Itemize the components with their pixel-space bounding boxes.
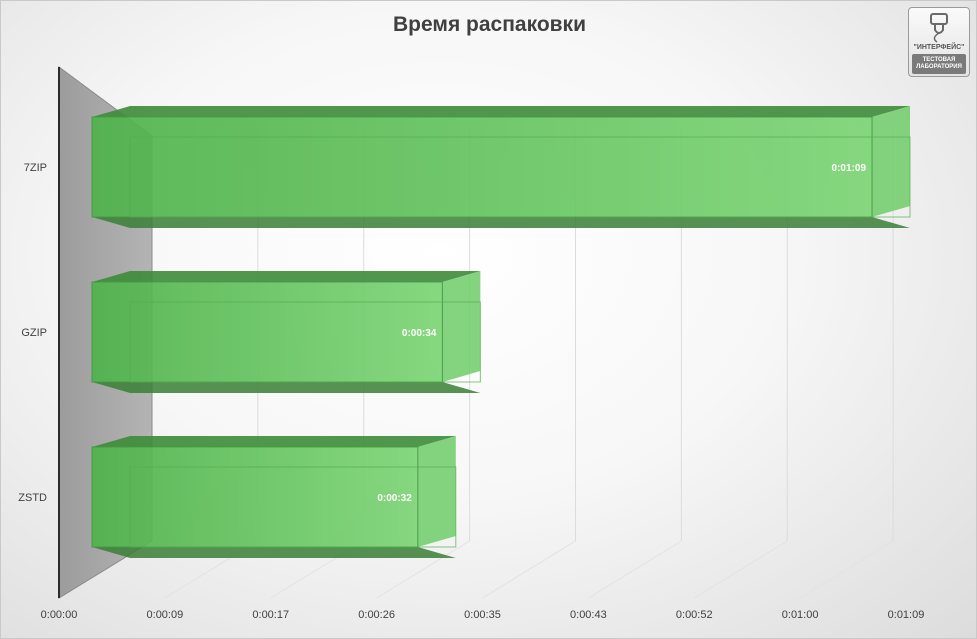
bar-end-face <box>442 271 481 382</box>
bar-bottom-face <box>92 382 481 393</box>
bar <box>91 436 457 558</box>
x-tick-label: 0:01:00 <box>782 609 819 621</box>
bar-end-face <box>417 436 456 547</box>
chart-title: Время распаковки <box>393 13 586 36</box>
bar-back-edge <box>129 466 457 548</box>
bar-top-face <box>92 436 456 447</box>
data-label: 0:01:09 <box>832 163 867 174</box>
bar-bottom-face <box>92 217 910 228</box>
logo-caption: ТЕСТОВАЯ ЛАБОРАТОРИЯ <box>912 54 966 74</box>
gridline-floor <box>905 554 976 599</box>
category-label: ZSTD <box>18 492 47 504</box>
bar <box>91 106 911 228</box>
logo-icon <box>930 13 948 43</box>
gridline-floor <box>588 540 682 599</box>
gridline-floor <box>376 540 470 599</box>
bar-end-face <box>872 106 910 217</box>
bar-top-face <box>92 271 481 282</box>
x-tick-label: 0:00:17 <box>252 609 289 621</box>
bar-top-face <box>92 106 910 117</box>
bar-bottom-face <box>92 547 456 558</box>
data-label: 0:00:34 <box>402 328 437 339</box>
category-label: 7ZIP <box>24 162 47 174</box>
bar-back-edge <box>129 301 481 383</box>
gridline-floor <box>799 540 894 599</box>
logo-badge: "ИНТЕРФЕЙС" ТЕСТОВАЯ ЛАБОРАТОРИЯ <box>908 7 970 77</box>
category-label: GZIP <box>21 327 47 339</box>
x-tick-label: 0:01:09 <box>888 609 925 621</box>
x-tick-label: 0:00:00 <box>41 609 78 621</box>
gridline-floor <box>693 540 788 599</box>
logo-name: "ИНТЕРФЕЙС" <box>913 44 965 51</box>
x-tick-label: 0:00:09 <box>147 609 184 621</box>
x-tick-label: 0:00:26 <box>358 609 395 621</box>
data-label: 0:00:32 <box>377 493 412 504</box>
logo-caption-line1: ТЕСТОВАЯ <box>922 57 956 63</box>
x-tick-label: 0:00:43 <box>570 609 607 621</box>
bar <box>91 271 481 393</box>
gridline-floor <box>482 540 576 599</box>
x-tick-label: 0:00:52 <box>676 609 713 621</box>
bar-back-edge <box>129 136 911 218</box>
bar-front-face <box>91 281 443 383</box>
bar-front-face <box>91 446 419 548</box>
logo-caption-line2: ЛАБОРАТОРИЯ <box>916 64 962 70</box>
x-tick-label: 0:00:35 <box>464 609 501 621</box>
bar-front-face <box>91 116 873 218</box>
